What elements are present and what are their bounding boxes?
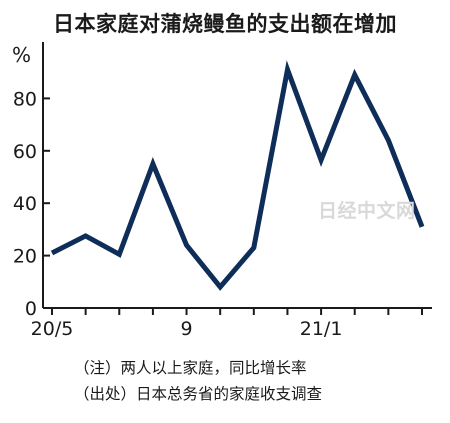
y-tick-label: 20 <box>13 246 37 268</box>
chart-title: 日本家庭对蒲烧鳗鱼的支出额在增加 <box>53 12 397 36</box>
watermark: 日经中文网 <box>318 200 416 222</box>
x-tick-label: 21/1 <box>300 318 343 340</box>
source-note: （出处）日本总务省的家庭收支调查 <box>74 385 323 403</box>
y-tick-label: 80 <box>13 88 37 110</box>
series-line <box>50 60 425 291</box>
y-tick-label: 0 <box>25 298 37 320</box>
y-tick-label: 40 <box>13 193 37 215</box>
footnote: （注）两人以上家庭，同比增长率 <box>74 359 307 377</box>
x-tick-label: 9 <box>180 318 192 340</box>
y-axis-unit-label: % <box>12 43 31 67</box>
x-tick-label: 20/5 <box>31 318 74 340</box>
y-tick-label: 60 <box>13 141 37 163</box>
